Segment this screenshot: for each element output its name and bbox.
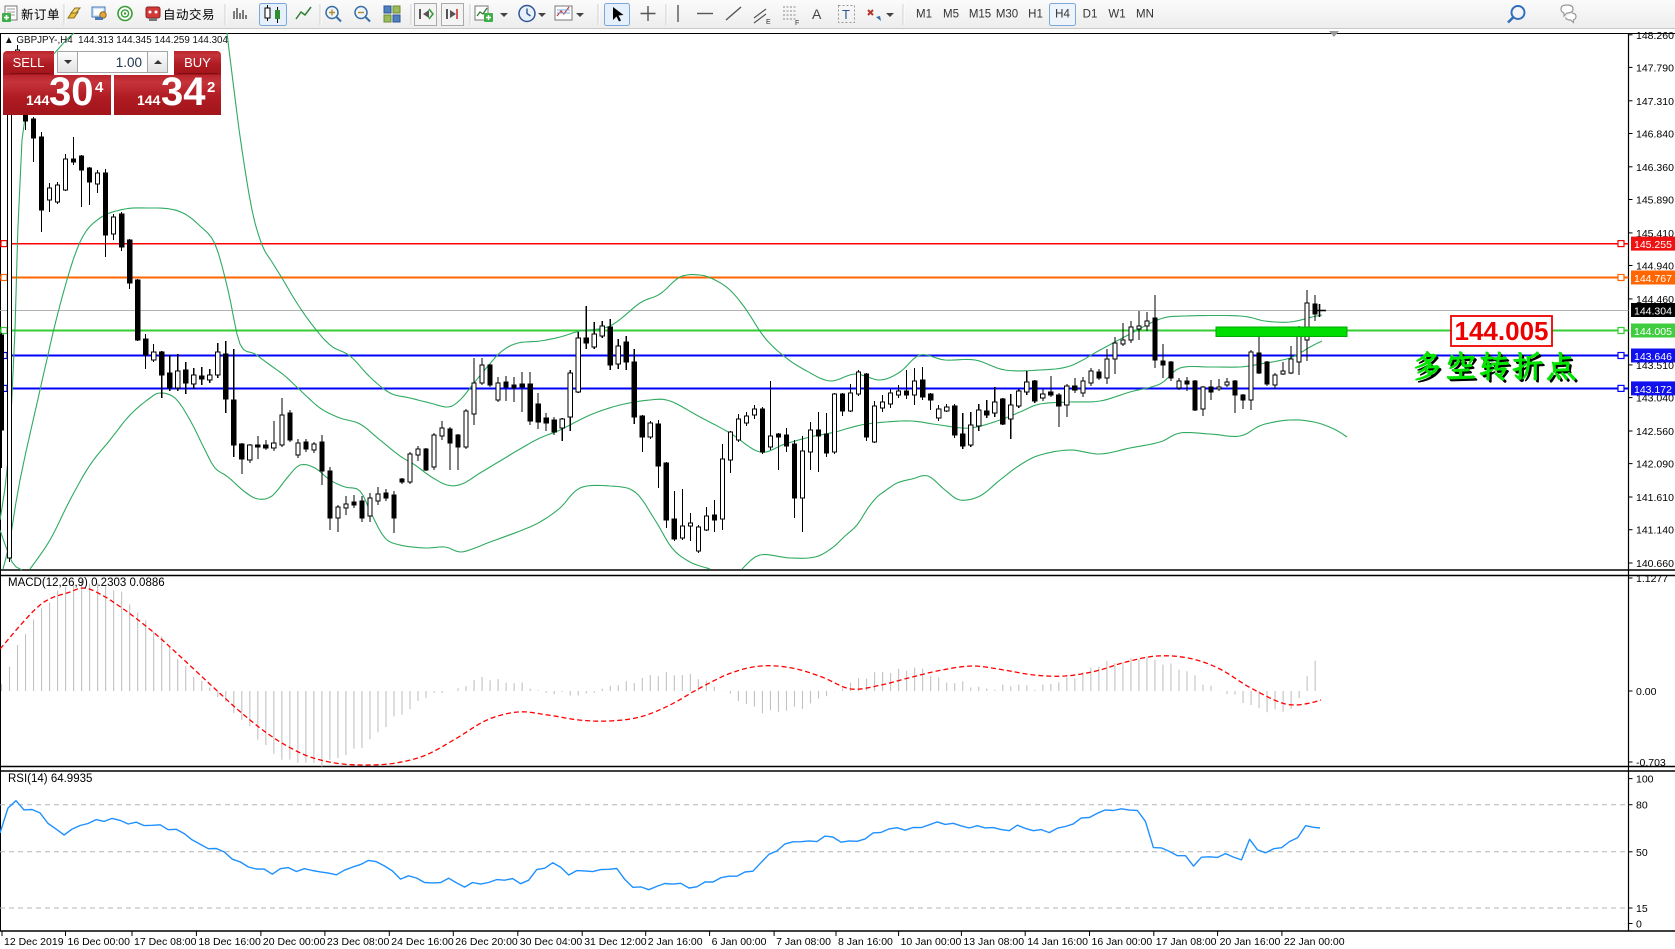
svg-text:-0.703: -0.703	[1636, 757, 1666, 769]
svg-text:7 Jan 08:00: 7 Jan 08:00	[776, 936, 831, 948]
svg-text:143.040: 143.040	[1636, 393, 1674, 405]
svg-text:144.005: 144.005	[1634, 326, 1672, 338]
svg-text:E: E	[766, 19, 771, 26]
svg-text:H1: H1	[1028, 9, 1043, 21]
svg-text:146.840: 146.840	[1636, 129, 1674, 141]
svg-text:MN: MN	[1136, 9, 1154, 21]
svg-text:24 Dec 16:00: 24 Dec 16:00	[391, 936, 454, 948]
svg-text:H4: H4	[1055, 9, 1070, 21]
svg-text:0.00: 0.00	[1636, 686, 1657, 698]
svg-text:146.360: 146.360	[1636, 162, 1674, 174]
svg-text:M5: M5	[943, 9, 959, 21]
svg-text:144.767: 144.767	[1634, 273, 1672, 285]
svg-text:143.646: 143.646	[1634, 351, 1672, 363]
svg-text:50: 50	[1636, 847, 1648, 859]
svg-text:M1: M1	[916, 9, 932, 21]
svg-text:141.140: 141.140	[1636, 525, 1674, 537]
svg-text:30 Dec 04:00: 30 Dec 04:00	[520, 936, 583, 948]
svg-text:10 Jan 00:00: 10 Jan 00:00	[901, 936, 962, 948]
svg-text:144.460: 144.460	[1636, 294, 1674, 306]
svg-text:14 Jan 16:00: 14 Jan 16:00	[1027, 936, 1088, 948]
svg-text:8 Jan 16:00: 8 Jan 16:00	[838, 936, 893, 948]
svg-text:T: T	[842, 7, 850, 22]
svg-text:22 Jan 00:00: 22 Jan 00:00	[1284, 936, 1345, 948]
svg-text:F: F	[795, 20, 799, 27]
svg-text:17 Dec 08:00: 17 Dec 08:00	[134, 936, 197, 948]
svg-text:17 Jan 08:00: 17 Jan 08:00	[1156, 936, 1217, 948]
svg-text:26 Dec 20:00: 26 Dec 20:00	[455, 936, 518, 948]
svg-text:141.610: 141.610	[1636, 492, 1674, 504]
svg-text:MACD(12,26,9) 0.2303 0.0886: MACD(12,26,9) 0.2303 0.0886	[8, 577, 165, 589]
svg-text:31 Dec 12:00: 31 Dec 12:00	[584, 936, 647, 948]
svg-text:6 Jan 00:00: 6 Jan 00:00	[712, 936, 767, 948]
svg-text:147.790: 147.790	[1636, 62, 1674, 74]
svg-text:M30: M30	[996, 9, 1018, 21]
svg-text:D1: D1	[1083, 9, 1098, 21]
svg-text:20 Dec 00:00: 20 Dec 00:00	[263, 936, 326, 948]
svg-text:2 Jan 16:00: 2 Jan 16:00	[648, 936, 703, 948]
svg-text:W1: W1	[1108, 9, 1125, 21]
svg-text:145.255: 145.255	[1634, 239, 1672, 251]
svg-text:1.1277: 1.1277	[1636, 573, 1668, 585]
svg-text:144.005: 144.005	[1455, 316, 1549, 346]
svg-text:142.090: 142.090	[1636, 459, 1674, 471]
svg-text:147.310: 147.310	[1636, 96, 1674, 108]
svg-text:16 Dec 00:00: 16 Dec 00:00	[68, 936, 131, 948]
svg-text:12 Dec 2019: 12 Dec 2019	[4, 936, 64, 948]
svg-text:100: 100	[1636, 774, 1654, 786]
svg-text:143.172: 143.172	[1634, 384, 1672, 396]
svg-text:80: 80	[1636, 800, 1648, 812]
svg-text:145.890: 145.890	[1636, 195, 1674, 207]
svg-text:142.560: 142.560	[1636, 426, 1674, 438]
svg-text:23 Dec 08:00: 23 Dec 08:00	[327, 936, 390, 948]
svg-text:140.660: 140.660	[1636, 558, 1674, 570]
svg-text:144.940: 144.940	[1636, 261, 1674, 273]
svg-text:A: A	[812, 6, 822, 22]
svg-text:144.304: 144.304	[1634, 306, 1672, 318]
svg-text:143.510: 143.510	[1636, 360, 1674, 372]
svg-text:RSI(14) 64.9935: RSI(14) 64.9935	[8, 773, 92, 785]
svg-text:13 Jan 08:00: 13 Jan 08:00	[963, 936, 1024, 948]
svg-text:20 Jan 16:00: 20 Jan 16:00	[1220, 936, 1281, 948]
svg-text:0: 0	[1636, 919, 1642, 931]
svg-text:18 Dec 16:00: 18 Dec 16:00	[198, 936, 261, 948]
svg-text:148.260: 148.260	[1636, 30, 1674, 42]
svg-text:16 Jan 00:00: 16 Jan 00:00	[1092, 936, 1153, 948]
svg-text:M15: M15	[969, 9, 991, 21]
svg-text:15: 15	[1636, 903, 1648, 915]
